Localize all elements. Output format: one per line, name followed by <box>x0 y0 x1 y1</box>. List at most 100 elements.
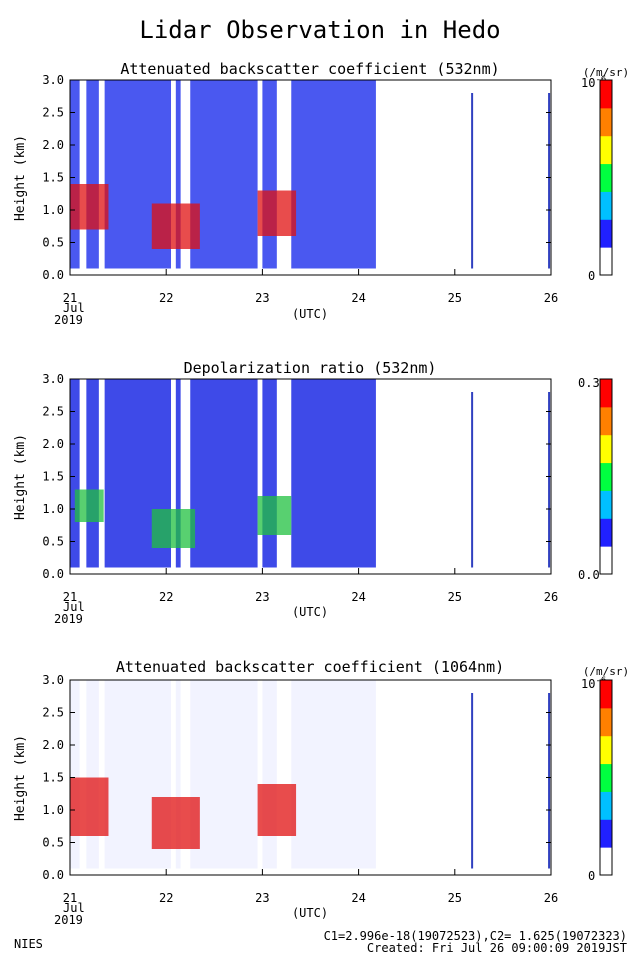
colorbar-frame <box>599 679 613 876</box>
isolated-profile <box>471 93 474 269</box>
y-tick-label: 2.0 <box>42 138 64 152</box>
data-gap <box>180 80 191 275</box>
cloud-layer <box>151 797 200 849</box>
y-tick-label: 0.0 <box>42 868 64 882</box>
x-axis-label: (UTC) <box>292 307 328 321</box>
data-gap <box>98 379 105 574</box>
colorbar-segment <box>600 247 612 276</box>
colorbar-segment <box>600 735 612 765</box>
y-tick-label: 0.5 <box>42 236 64 250</box>
panel-title: Depolarization ratio (532nm) <box>184 359 437 377</box>
data-gap <box>79 80 87 275</box>
y-tick-label: 1.5 <box>42 470 64 484</box>
colorbar-segment <box>600 518 612 547</box>
colorbar-segment <box>600 819 612 848</box>
isolated-profile <box>471 392 474 568</box>
colorbar-segment <box>600 680 612 709</box>
y-tick-label: 1.5 <box>42 171 64 185</box>
x-tick-sublabel-month: Jul <box>63 301 85 315</box>
colorbar-frame <box>599 79 613 276</box>
y-tick-label: 0.5 <box>42 836 64 850</box>
y-tick-label: 3.0 <box>42 372 64 386</box>
y-axis-label: Height (km) <box>13 735 28 821</box>
data-gap <box>79 379 87 574</box>
y-tick-label: 2.0 <box>42 437 64 451</box>
data-gap <box>171 80 176 275</box>
x-tick-label: 21 <box>63 291 77 305</box>
footer-constants: C1=2.996e-18(19072523),C2= 1.625(1907232… <box>324 929 627 943</box>
plot-area: 0.0 0.5 1.0 1.5 2.0 2.5 3.0 21 22 23 24 25 26 <box>42 673 613 905</box>
isolated-profile <box>548 93 551 269</box>
x-tick-label: 25 <box>448 590 462 604</box>
y-tick-label: 3.0 <box>42 673 64 687</box>
data-gap <box>276 379 292 574</box>
cloud-layer <box>257 496 292 535</box>
y-tick-label: 0.0 <box>42 567 64 581</box>
x-tick-label: 26 <box>544 291 558 305</box>
y-axis-label: Height (km) <box>13 135 28 221</box>
y-tick-label: 2.5 <box>42 706 64 720</box>
y-tick-label: 1.0 <box>42 203 64 217</box>
y-tick-label: 2.0 <box>42 738 64 752</box>
colorbar-min-label: 0 <box>588 869 595 883</box>
y-tick-label: 2.5 <box>42 106 64 120</box>
data-gap <box>98 80 105 275</box>
colorbar-segment <box>600 434 612 464</box>
data-gap <box>276 680 292 875</box>
cloud-layer <box>70 184 109 230</box>
colorbar-segment <box>600 546 612 575</box>
x-tick-label: 22 <box>159 590 173 604</box>
colorbar-min-label: 0.0 <box>578 568 600 582</box>
colorbar-segment <box>600 462 612 491</box>
x-tick-sublabel-year: 2019 <box>54 612 83 626</box>
x-tick-sublabel-year: 2019 <box>54 913 83 927</box>
y-tick-label: 1.5 <box>42 771 64 785</box>
panel-1064-backscatter: Attenuated backscatter coefficient (1064… <box>13 658 629 927</box>
x-tick-label: 22 <box>159 891 173 905</box>
data-gap <box>257 680 263 875</box>
colorbar-segment <box>600 107 612 137</box>
colorbar-segment <box>600 80 612 109</box>
colorbar-segment <box>600 191 612 220</box>
x-tick-label: 22 <box>159 291 173 305</box>
plot-area: 0.0 0.5 1.0 1.5 2.0 2.5 3.0 21 22 23 24 25 26 <box>42 73 613 305</box>
x-tick-label: 23 <box>255 590 269 604</box>
panel-532-backscatter: Attenuated backscatter coefficient (532n… <box>13 60 629 327</box>
data-gap <box>180 379 191 574</box>
colorbar-segment <box>600 379 612 408</box>
y-tick-label: 0.5 <box>42 535 64 549</box>
cloud-layer <box>257 190 297 236</box>
x-axis-label: (UTC) <box>292 605 328 619</box>
x-tick-label: 24 <box>351 891 365 905</box>
y-tick-label: 2.5 <box>42 405 64 419</box>
colorbar-segment <box>600 406 612 436</box>
colorbar-segment <box>600 707 612 737</box>
colorbar-max-base: 10 <box>581 76 595 90</box>
data-gap <box>276 80 292 275</box>
data-gap <box>257 80 263 275</box>
panel-532-depolarization: Depolarization ratio (532nm) Height (km)… <box>13 359 613 626</box>
isolated-profile <box>548 392 551 568</box>
data-field <box>70 80 376 269</box>
isolated-profile <box>548 693 551 869</box>
x-axis-label: (UTC) <box>292 906 328 920</box>
cloud-layer <box>151 203 200 249</box>
x-tick-label: 23 <box>255 291 269 305</box>
y-tick-label: 0.0 <box>42 268 64 282</box>
cloud-layer <box>151 509 196 548</box>
x-tick-label: 24 <box>351 590 365 604</box>
page-title: Lidar Observation in Hedo <box>139 16 500 44</box>
footer-institution: NIES <box>14 937 43 951</box>
x-tick-sublabel-month: Jul <box>63 901 85 915</box>
isolated-profile <box>471 693 474 869</box>
data-gap <box>171 379 176 574</box>
colorbar-max-base: 10 <box>581 677 595 691</box>
x-tick-label: 26 <box>544 891 558 905</box>
data-gap <box>180 680 191 875</box>
colorbar-max-label: 0.3 <box>578 376 600 390</box>
cloud-layer <box>257 784 297 836</box>
x-tick-label: 25 <box>448 891 462 905</box>
cloud-layer <box>74 489 104 522</box>
colorbar-segment <box>600 135 612 165</box>
